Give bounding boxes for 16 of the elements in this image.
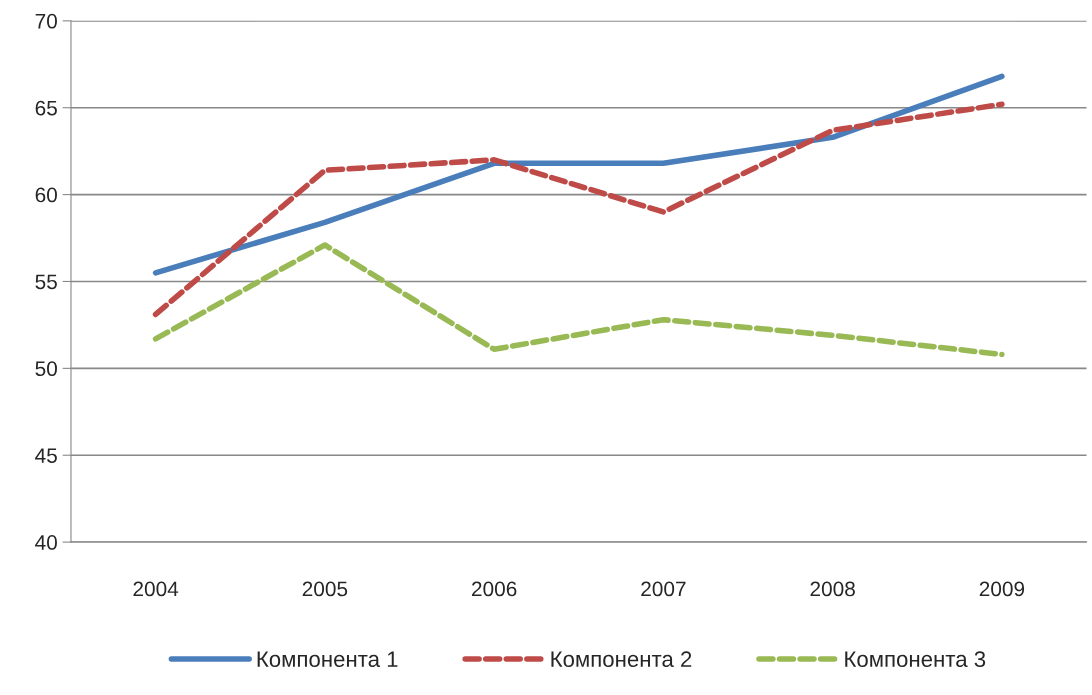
x-tick-label: 2009: [979, 581, 1025, 597]
x-tick-label: 2005: [302, 581, 348, 597]
legend-label: Компонента 3: [845, 651, 986, 668]
x-tick-label: 2006: [472, 581, 517, 597]
legend-label: Компонента 2: [551, 651, 692, 668]
y-tick-label: 40: [35, 535, 57, 550]
x-tick-label: 2008: [810, 581, 855, 597]
y-tick-label: 55: [35, 274, 57, 290]
legend-label: Компонента 1: [257, 651, 398, 668]
y-tick-label: 45: [35, 448, 57, 463]
x-tick-label: 2004: [133, 581, 179, 597]
y-tick-label: 65: [35, 100, 57, 116]
x-tick-label: 2007: [641, 581, 686, 597]
y-tick-label: 70: [35, 13, 57, 29]
y-tick-label: 50: [35, 361, 57, 377]
y-tick-label: 60: [35, 187, 57, 203]
